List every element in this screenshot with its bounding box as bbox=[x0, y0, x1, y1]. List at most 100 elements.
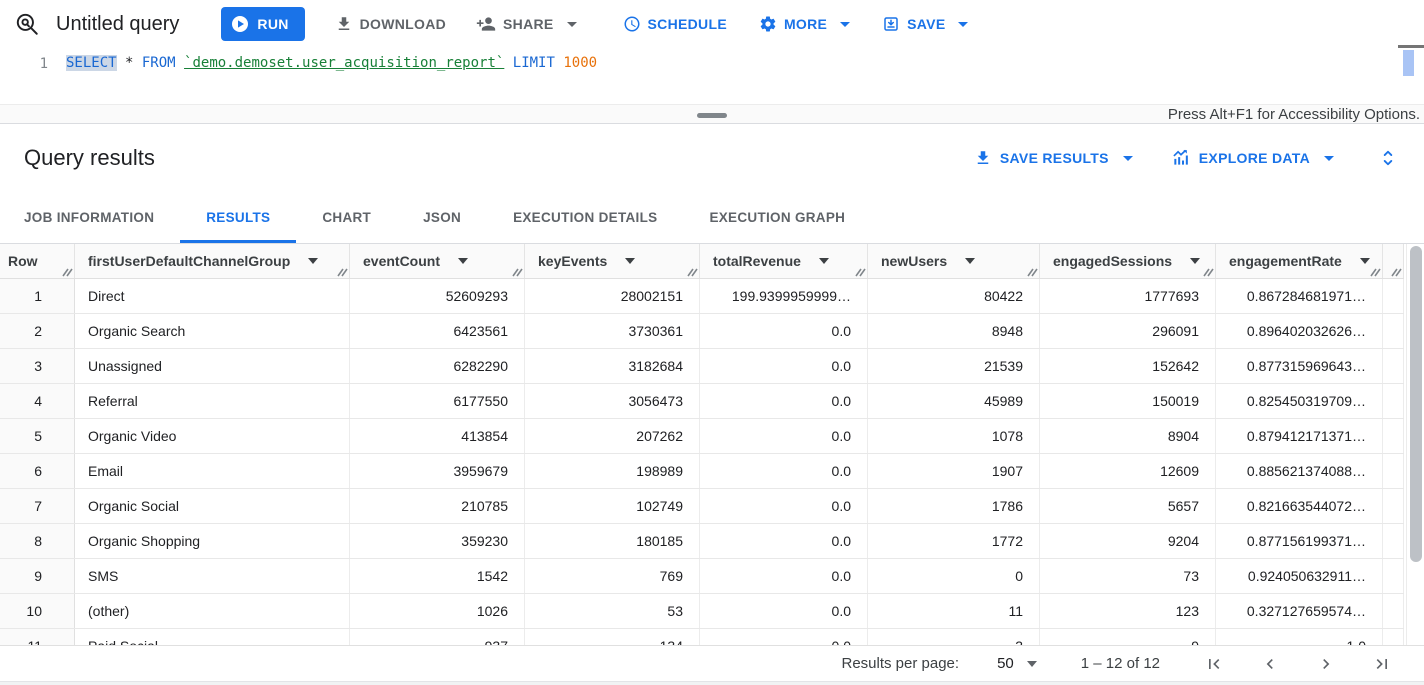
cell-keyEvents: 198989 bbox=[525, 454, 700, 488]
sql-token: SELECT bbox=[66, 55, 117, 71]
column-resize-grip[interactable] bbox=[1370, 266, 1381, 277]
column-sort-caret[interactable] bbox=[458, 258, 468, 264]
cell-totalRevenue: 199.9399959999… bbox=[700, 279, 868, 313]
sql-token bbox=[176, 55, 184, 71]
cell-eventCount: 210785 bbox=[350, 489, 525, 523]
column-resize-grip[interactable] bbox=[1027, 266, 1038, 277]
explore-data-button[interactable]: EXPLORE DATA bbox=[1171, 148, 1334, 168]
cell-channel: Unassigned bbox=[75, 349, 350, 383]
column-label: newUsers bbox=[881, 253, 948, 269]
column-header-channel[interactable]: firstUserDefaultChannelGroup bbox=[75, 244, 350, 278]
cell-engagementRate: 0.867284681971… bbox=[1216, 279, 1383, 313]
cell-newUsers: 21539 bbox=[868, 349, 1040, 383]
chevron-down-icon bbox=[840, 21, 851, 27]
cell-totalRevenue: 0.0 bbox=[700, 629, 868, 645]
table-scrollbar[interactable] bbox=[1406, 244, 1424, 645]
cell-channel: Organic Social bbox=[75, 489, 350, 523]
chevron-down-icon bbox=[566, 21, 577, 27]
cell-filler bbox=[1383, 594, 1404, 628]
cell-engagedSessions: 9 bbox=[1040, 629, 1216, 645]
editor-scrollbar-thumb[interactable] bbox=[1403, 50, 1414, 76]
cell-engagementRate: 0.877315969643… bbox=[1216, 349, 1383, 383]
last-page-button[interactable] bbox=[1372, 654, 1392, 674]
tab-json[interactable]: JSON bbox=[397, 192, 487, 243]
save-icon bbox=[882, 15, 900, 33]
cell-channel: Paid Social bbox=[75, 629, 350, 645]
column-resize-grip[interactable] bbox=[855, 266, 866, 277]
column-sort-caret[interactable] bbox=[1359, 258, 1370, 264]
cell-newUsers: 1772 bbox=[868, 524, 1040, 558]
sql-editor[interactable]: 1 SELECT * FROM `demo.demoset.user_acqui… bbox=[0, 45, 1424, 104]
collapse-expand-button[interactable] bbox=[1378, 147, 1398, 169]
column-header-engagementRate[interactable]: engagementRate bbox=[1216, 244, 1383, 278]
column-header-engagedSessions[interactable]: engagedSessions bbox=[1040, 244, 1216, 278]
cell-channel: Organic Video bbox=[75, 419, 350, 453]
column-sort-caret[interactable] bbox=[818, 258, 829, 264]
pagination-bar: Results per page: 50 1 – 12 of 12 bbox=[0, 645, 1424, 681]
cell-totalRevenue: 0.0 bbox=[700, 314, 868, 348]
tab-label: RESULTS bbox=[206, 210, 271, 225]
column-resize-grip[interactable] bbox=[1203, 266, 1214, 277]
column-sort-caret[interactable] bbox=[965, 258, 976, 264]
cell-newUsers: 11 bbox=[868, 594, 1040, 628]
column-resize-grip[interactable] bbox=[1391, 266, 1402, 277]
editor-results-splitter: Press Alt+F1 for Accessibility Options. bbox=[0, 104, 1424, 124]
save-results-button[interactable]: SAVE RESULTS bbox=[974, 149, 1133, 167]
cell-keyEvents: 102749 bbox=[525, 489, 700, 523]
sql-token: * bbox=[116, 55, 142, 71]
splitter-drag-handle[interactable] bbox=[697, 113, 727, 118]
cell-engagedSessions: 123 bbox=[1040, 594, 1216, 628]
run-button[interactable]: RUN bbox=[221, 7, 305, 41]
table-scrollbar-thumb[interactable] bbox=[1410, 246, 1422, 562]
cell-totalRevenue: 0.0 bbox=[700, 419, 868, 453]
cell-newUsers: 45989 bbox=[868, 384, 1040, 418]
cell-engagedSessions: 296091 bbox=[1040, 314, 1216, 348]
tab-label: CHART bbox=[322, 210, 372, 225]
query-results-title: Query results bbox=[24, 145, 155, 170]
save-button[interactable]: SAVE bbox=[882, 15, 969, 33]
cell-row: 2 bbox=[0, 314, 75, 348]
tab-chart[interactable]: CHART bbox=[296, 192, 397, 243]
cell-engagementRate: 0.896402032626… bbox=[1216, 314, 1383, 348]
cell-keyEvents: 207262 bbox=[525, 419, 700, 453]
cell-filler bbox=[1383, 524, 1404, 558]
column-header-row[interactable]: Row bbox=[0, 244, 75, 278]
tab-results[interactable]: RESULTS bbox=[180, 192, 296, 243]
play-icon bbox=[231, 15, 249, 33]
tab-execution-graph[interactable]: EXECUTION GRAPH bbox=[683, 192, 871, 243]
column-resize-grip[interactable] bbox=[62, 266, 73, 277]
column-resize-grip[interactable] bbox=[337, 266, 348, 277]
first-page-button[interactable] bbox=[1204, 654, 1224, 674]
editor-scrollbar[interactable] bbox=[1398, 45, 1424, 104]
share-button[interactable]: SHARE bbox=[476, 14, 577, 34]
column-resize-grip[interactable] bbox=[512, 266, 523, 277]
cell-filler bbox=[1383, 489, 1404, 523]
column-header-keyEvents[interactable]: keyEvents bbox=[525, 244, 700, 278]
column-header-eventCount[interactable]: eventCount bbox=[350, 244, 525, 278]
tab-execution-details[interactable]: EXECUTION DETAILS bbox=[487, 192, 683, 243]
chevron-down-icon bbox=[1324, 155, 1334, 161]
column-header-filler bbox=[1383, 244, 1404, 278]
column-resize-grip[interactable] bbox=[687, 266, 698, 277]
more-button[interactable]: MORE bbox=[759, 15, 851, 33]
cell-newUsers: 1786 bbox=[868, 489, 1040, 523]
column-sort-caret[interactable] bbox=[1190, 258, 1201, 264]
cell-keyEvents: 28002151 bbox=[525, 279, 700, 313]
page-size-select[interactable]: 50 bbox=[997, 655, 1037, 672]
previous-page-button[interactable] bbox=[1260, 654, 1280, 674]
column-label: engagementRate bbox=[1229, 253, 1342, 269]
column-sort-caret[interactable] bbox=[625, 258, 636, 264]
schedule-button[interactable]: SCHEDULE bbox=[623, 15, 727, 33]
cell-totalRevenue: 0.0 bbox=[700, 489, 868, 523]
code-line[interactable]: SELECT * FROM `demo.demoset.user_acquisi… bbox=[66, 55, 597, 71]
column-header-newUsers[interactable]: newUsers bbox=[868, 244, 1040, 278]
table-row: 4 Referral 6177550 3056473 0.0 45989 150019 0.8… bbox=[0, 384, 1404, 419]
tab-job-information[interactable]: JOB INFORMATION bbox=[24, 192, 180, 243]
next-page-button[interactable] bbox=[1316, 654, 1336, 674]
column-header-totalRevenue[interactable]: totalRevenue bbox=[700, 244, 868, 278]
download-button[interactable]: DOWNLOAD bbox=[335, 15, 446, 33]
cell-eventCount: 3959679 bbox=[350, 454, 525, 488]
cell-engagedSessions: 1777693 bbox=[1040, 279, 1216, 313]
column-sort-caret[interactable] bbox=[308, 258, 319, 264]
chevron-down-icon bbox=[1026, 660, 1037, 667]
